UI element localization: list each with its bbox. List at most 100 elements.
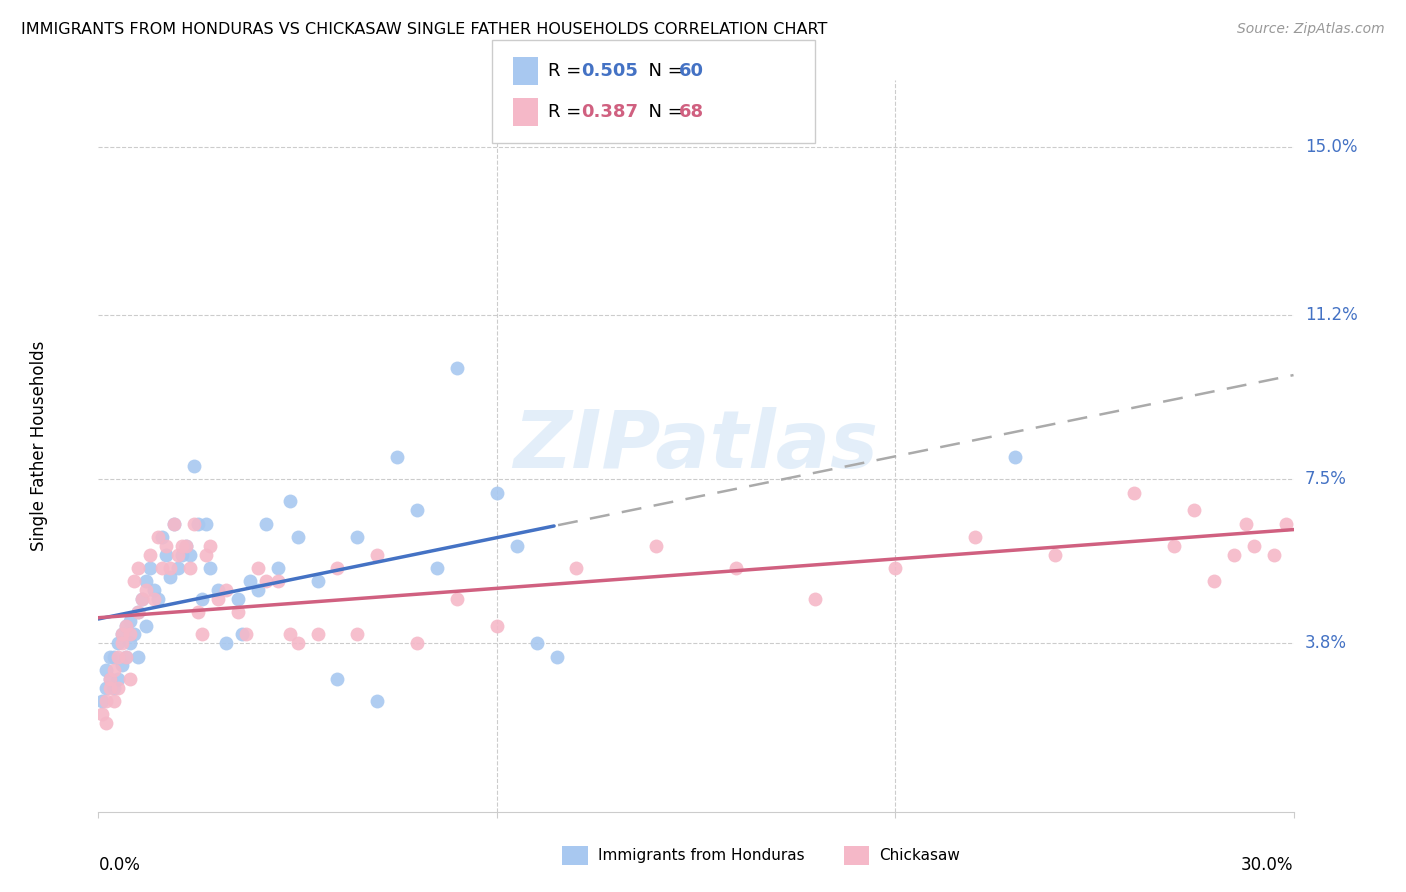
Point [111,658,134,673]
Point [191,627,214,641]
Point [98,681,122,695]
Point [159,561,181,575]
Point [1274,516,1296,531]
Point [963,530,986,544]
Text: IMMIGRANTS FROM HONDURAS VS CHICKASAW SINGLE FATHER HOUSEHOLDS CORRELATION CHART: IMMIGRANTS FROM HONDURAS VS CHICKASAW SI… [21,22,828,37]
Point [1123,485,1146,500]
Point [366,548,388,562]
Point [565,561,588,575]
Point [174,539,197,553]
Point [120,627,142,641]
Point [246,583,269,598]
Point [148,530,170,544]
Point [120,636,142,650]
Point [98,672,122,686]
Point [135,618,157,632]
Point [107,681,129,695]
Point [326,561,349,575]
Point [135,583,157,598]
Point [645,539,668,553]
Point [215,583,238,598]
Point [120,614,142,628]
Point [172,539,194,553]
Point [526,636,548,650]
Point [207,583,229,598]
Point [446,591,468,606]
Point [179,548,201,562]
Point [1202,574,1225,589]
Point [366,694,388,708]
Point [143,583,166,598]
Point [231,627,253,641]
Point [254,574,277,589]
Point [98,672,122,686]
Point [183,516,205,531]
Point [215,636,238,650]
Point [485,485,508,500]
Point [506,539,529,553]
Text: 7.5%: 7.5% [1305,470,1347,488]
Point [406,636,429,650]
Point [155,548,177,562]
Point [115,618,138,632]
Point [1163,539,1185,553]
Point [115,618,138,632]
Point [115,649,138,664]
Point [111,636,134,650]
Point [307,627,329,641]
Point [1263,548,1285,562]
Point [406,503,429,517]
Point [278,494,301,508]
Point [111,627,134,641]
Point [172,548,194,562]
Point [246,561,269,575]
Point [307,574,329,589]
Text: 60: 60 [679,62,704,79]
Point [183,458,205,473]
Point [267,574,290,589]
Point [103,681,125,695]
Point [155,539,177,553]
Point [194,548,218,562]
Point [159,570,181,584]
Point [103,649,125,664]
Point [804,591,827,606]
Point [226,605,249,619]
Point [96,716,118,731]
Point [139,548,162,562]
Point [326,672,349,686]
Text: 0.387: 0.387 [581,103,638,121]
Point [91,707,114,722]
Point [1222,548,1246,562]
Point [198,561,221,575]
Point [163,516,186,531]
Point [207,591,229,606]
Point [174,539,197,553]
Point [167,548,190,562]
Point [167,561,190,575]
Point [103,663,125,677]
Text: N =: N = [637,62,689,79]
Point [143,591,166,606]
Point [546,649,568,664]
Point [346,530,368,544]
Point [96,694,118,708]
Point [1043,548,1066,562]
Point [724,561,747,575]
Text: 0.0%: 0.0% [98,855,141,873]
Point [91,694,114,708]
Text: 0.505: 0.505 [581,62,637,79]
Point [127,605,149,619]
Text: 15.0%: 15.0% [1305,137,1357,156]
Point [103,694,125,708]
Text: Immigrants from Honduras: Immigrants from Honduras [598,848,804,863]
Point [187,516,209,531]
Point [179,561,201,575]
Point [1182,503,1205,517]
Text: 68: 68 [679,103,704,121]
Point [884,561,907,575]
Point [287,636,309,650]
Point [120,672,142,686]
Text: R =: R = [548,62,588,79]
Point [426,561,449,575]
